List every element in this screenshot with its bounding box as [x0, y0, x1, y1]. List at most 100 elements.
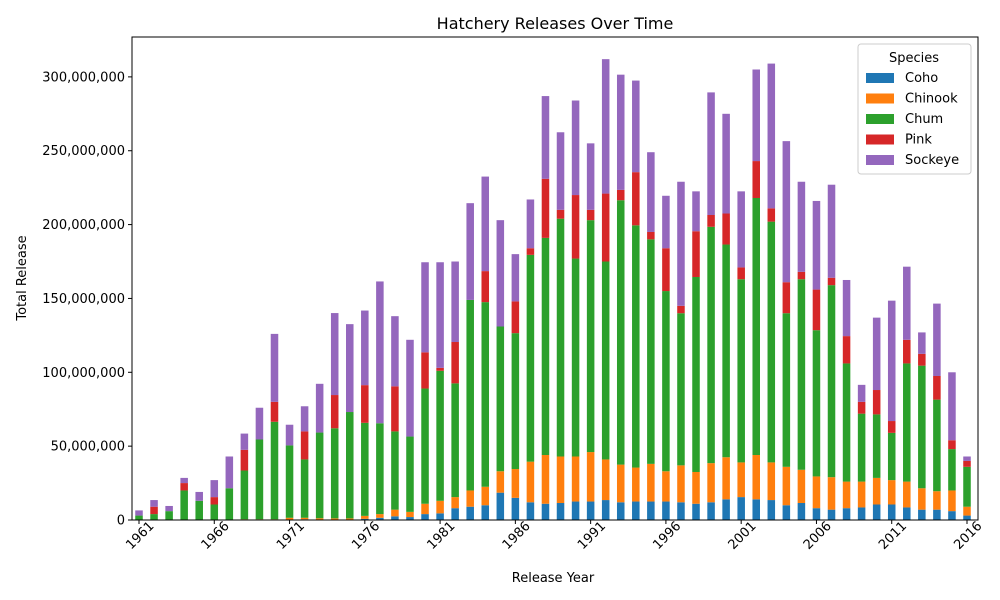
legend-swatch-chum: [866, 114, 894, 124]
bar-sockeye-2011: [887, 300, 896, 422]
bar-chinook-1988: [541, 455, 550, 504]
bar-chinook-1982: [451, 497, 459, 509]
bar-chinook-2008: [842, 481, 851, 509]
bar-chum-1999: [707, 226, 715, 464]
bar-sockeye-1962: [150, 500, 158, 507]
bar-chinook-1990: [571, 456, 580, 502]
bar-pink-2013: [918, 353, 926, 366]
bar-coho-1981: [436, 513, 444, 520]
bar-chum-1993: [616, 200, 625, 465]
bar-coho-1979: [406, 517, 414, 520]
bar-chum-1982: [451, 383, 459, 498]
bar-pink-1990: [571, 195, 580, 259]
bar-pink-1962: [150, 506, 158, 515]
bar-chinook-1999: [707, 463, 715, 503]
bar-pink-1993: [616, 189, 625, 201]
bar-chum-1994: [632, 225, 640, 468]
bar-sockeye-1978: [391, 316, 399, 387]
bar-coho-1983: [466, 506, 474, 520]
bar-sockeye-1966: [210, 480, 219, 498]
bar-chum-2002: [752, 198, 760, 456]
bar-sockeye-2009: [857, 384, 866, 402]
bar-pink-1999: [707, 214, 715, 227]
bar-chum-2011: [887, 432, 896, 481]
bar-chinook-1996: [662, 471, 670, 502]
bar-coho-2011: [887, 504, 896, 520]
bar-chum-1962: [150, 514, 158, 520]
bar-pink-1996: [662, 248, 670, 292]
bar-sockeye-1974: [330, 313, 339, 396]
bar-chum-2016: [963, 466, 971, 507]
bar-pink-2001: [737, 267, 745, 280]
bar-pink-2006: [812, 289, 821, 331]
bar-chum-1975: [346, 412, 354, 519]
bar-coho-1988: [541, 503, 550, 520]
bar-chum-1983: [466, 299, 474, 491]
bar-coho-1998: [692, 503, 700, 520]
bar-chinook-2016: [963, 506, 971, 516]
bar-pink-2010: [872, 390, 881, 415]
bar-chinook-1976: [361, 515, 369, 519]
bar-chum-1986: [511, 333, 520, 470]
bar-coho-2003: [767, 500, 776, 520]
bar-chinook-1980: [421, 503, 429, 515]
bar-coho-2007: [827, 509, 836, 520]
bar-sockeye-1992: [601, 59, 610, 194]
bar-chinook-1979: [406, 511, 414, 518]
bar-chinook-1981: [436, 500, 444, 514]
bar-chum-1968: [240, 470, 249, 520]
bar-pink-2008: [842, 336, 851, 364]
bar-chum-1990: [571, 258, 580, 457]
bar-chinook-2009: [857, 481, 866, 508]
chart-title: Hatchery Releases Over Time: [437, 14, 674, 33]
bar-sockeye-1986: [511, 254, 520, 302]
bar-chum-1988: [541, 237, 550, 456]
bar-sockeye-2000: [722, 113, 730, 214]
bar-chum-1973: [315, 432, 324, 519]
bar-chum-2004: [782, 313, 791, 467]
bar-chum-2008: [842, 363, 851, 482]
bar-pink-1997: [677, 305, 685, 314]
bar-sockeye-1970: [270, 333, 279, 402]
bar-chum-1969: [255, 439, 264, 520]
bar-coho-2001: [737, 497, 745, 520]
x-axis-label: Release Year: [512, 571, 595, 586]
bar-chinook-1983: [466, 490, 474, 507]
bar-sockeye-1975: [346, 324, 354, 413]
bar-coho-2005: [797, 503, 806, 520]
bar-chinook-1991: [586, 452, 595, 502]
bar-chinook-1985: [496, 471, 505, 493]
bar-pink-2012: [903, 339, 911, 364]
bar-chum-2003: [767, 221, 776, 463]
bar-pink-2000: [722, 213, 730, 245]
bar-sockeye-1982: [451, 261, 459, 343]
bar-sockeye-1987: [526, 199, 535, 249]
bar-chinook-2006: [812, 476, 821, 509]
bar-pink-2003: [767, 208, 776, 222]
bar-chum-1967: [225, 488, 234, 520]
bar-sockeye-2006: [812, 200, 821, 290]
bar-pink-1992: [601, 193, 610, 262]
bar-chum-1964: [180, 490, 188, 520]
bar-sockeye-2001: [737, 191, 745, 268]
bar-sockeye-1968: [240, 433, 249, 450]
bar-chinook-2011: [887, 480, 896, 505]
bar-pink-2011: [887, 421, 896, 433]
bar-chum-1966: [210, 504, 219, 520]
bar-pink-2004: [782, 282, 791, 314]
bar-chinook-1974: [330, 518, 339, 520]
bar-chum-1985: [496, 326, 505, 472]
bar-chum-1961: [135, 515, 143, 520]
bar-sockeye-1972: [300, 406, 309, 432]
bar-chinook-2015: [948, 490, 956, 512]
bar-sockeye-1976: [361, 310, 369, 386]
legend-swatch-pink: [866, 134, 894, 145]
legend-title: Species: [889, 51, 939, 66]
plot-frame: [131, 36, 979, 521]
bar-pink-1978: [391, 386, 399, 432]
bar-sockeye-1993: [616, 74, 625, 190]
bar-coho-1997: [677, 502, 685, 520]
bar-coho-2010: [872, 504, 881, 520]
